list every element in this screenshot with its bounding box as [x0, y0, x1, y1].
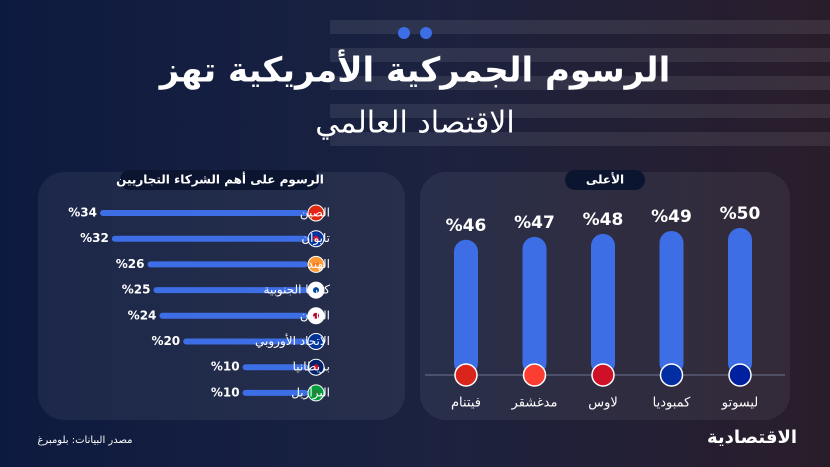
value-label: %10: [211, 385, 240, 399]
bar: [454, 239, 478, 375]
flag: [313, 364, 319, 371]
panel-title: الرسوم على أهم الشركاء التجاريين: [116, 172, 324, 188]
value-label: %48: [583, 210, 624, 230]
category-label: فيتنام: [451, 396, 481, 411]
flag: [591, 363, 615, 387]
flag: [454, 363, 478, 387]
flag: [313, 287, 319, 294]
bar: [591, 233, 615, 375]
flag: [313, 235, 319, 242]
value-label: %26: [116, 257, 145, 271]
category-label: مدغشقر: [511, 396, 558, 411]
panel-tab: [565, 170, 645, 190]
value-label: %20: [151, 334, 180, 348]
flag: [313, 338, 319, 345]
title: الاقتصاد العالمي: [315, 106, 514, 141]
category-label: البرازيل: [291, 385, 330, 400]
bar: [522, 236, 547, 375]
value-label: %46: [446, 216, 487, 236]
flag: [313, 389, 319, 396]
flag: [659, 363, 684, 387]
value-label: %25: [122, 283, 151, 297]
flag: [313, 261, 319, 268]
value-label: %49: [651, 207, 692, 227]
flag: [728, 363, 752, 387]
category-label: تايوان: [301, 231, 330, 246]
panel-tab: [120, 170, 320, 190]
source: مصدر البيانات: بلومبرغ: [37, 435, 132, 446]
title: الرسوم الجمركية الأمريكية تهز: [158, 49, 670, 91]
flag: [522, 363, 547, 387]
flag: [313, 312, 319, 319]
stripes: [330, 20, 830, 146]
flag: [313, 210, 319, 216]
value-label: %32: [80, 231, 109, 245]
value-label: %34: [68, 206, 97, 220]
category-label: اليابان: [300, 308, 330, 322]
category-label: بريطانيا: [293, 360, 330, 375]
value-label: %47: [514, 213, 555, 233]
category-label: الاتحاد الأوروبي: [255, 333, 330, 349]
category-label: ليسوتو: [721, 396, 759, 411]
dot: [398, 27, 410, 39]
bar: [728, 228, 752, 375]
logo: الاقتصادية: [707, 427, 797, 448]
panel-title: الأعلى: [586, 172, 624, 187]
value-label: %10: [211, 360, 240, 374]
category-label: كوريا الجنوبية: [264, 283, 331, 298]
category-label: كمبوديا: [653, 396, 692, 411]
category-label: الصين: [300, 206, 330, 221]
category-label: الهند: [308, 257, 330, 271]
bar: [659, 230, 684, 375]
category-label: لاوس: [588, 396, 618, 411]
value-label: %24: [128, 308, 157, 322]
dot: [420, 27, 432, 39]
value-label: %50: [720, 204, 761, 224]
